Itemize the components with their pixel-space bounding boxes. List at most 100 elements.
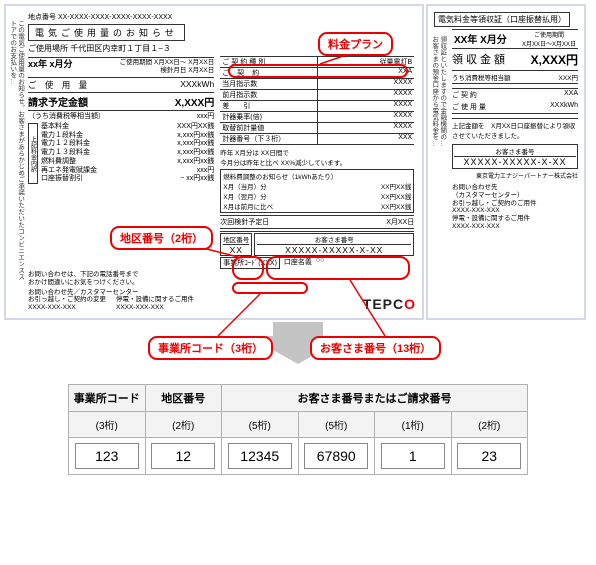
period-read-val: X月XX日 (188, 67, 214, 74)
breakdown-line: 口座振替割引− xx円xx銭 (41, 175, 214, 184)
reading-meter: 計器番号（下３桁） (220, 134, 318, 144)
bill-right: 電気料金等領収証（口座振替払用） お客さまの預金口座から電気料金を… 領収証とい… (426, 4, 586, 320)
r-inquiry-title: お問い合わせ先 （カスタマーセンター） (452, 184, 578, 200)
sub-2: (5桁) (222, 411, 299, 437)
tax-note: （うち消費税等相当額） (28, 111, 105, 121)
district-cell: 地区番号 XX (220, 233, 252, 256)
r-inquiry-b: 停電・設備に関するご用件 XXXX-XXX-XXX (452, 215, 578, 231)
callout-office: 事業所コード（3桁） (148, 336, 273, 360)
breakdown-line: 電力１３段料金x,xxx円xx銭 (41, 149, 214, 158)
usage-value: XXXkWh (180, 79, 214, 91)
r-contract-val: XXA (564, 90, 578, 100)
input-office[interactable] (75, 443, 139, 469)
customer-value: XXXXX-XXXXX-X-XX (257, 245, 411, 255)
reading-mult: 計器乗率(倍) (220, 112, 318, 122)
r-inquiry-a: お引っ越し・ご契約のご用件 XXXX-XXX-XXX (452, 200, 578, 216)
reading-val-0: XXXX (318, 79, 415, 89)
r-note: 上記金額を X月XX日口座振替により領収させていただきました。 (452, 118, 578, 140)
reading-instr: 取替前計量値 (220, 123, 318, 133)
r-cust-label: お客さま番号 (454, 146, 576, 157)
point-number-label: 地点番号 (28, 14, 56, 21)
bill-label: 請求予定金額 (28, 94, 88, 109)
address-value: 千代田区内幸町１丁目１−３ (70, 44, 171, 53)
fuel-row: X月（当月）分XX円XX銭 (223, 181, 411, 191)
next-read-value: X月XX日 (386, 217, 414, 227)
r-tax-value: XXX円 (558, 72, 578, 82)
bill-value: X,XXX円 (175, 94, 214, 109)
breakdown-line: 燃料費調整x,xxx円xx銭 (41, 158, 214, 167)
sub-1: (2桁) (145, 411, 222, 437)
district-label: 地区番号 (223, 234, 249, 245)
fuel-title: 燃料費調整のお知らせ（1kWhあたり） (223, 171, 411, 181)
period-use-label: ご使用期間 (120, 59, 153, 66)
breakdown-line: 基本料金XXX円XX銭 (41, 123, 214, 132)
r-customer-box: お客さま番号 XXXXX-XXXXX-X-XX (452, 144, 578, 169)
ring-district (232, 256, 264, 280)
fuel-row: X月（翌月）分XX円XX銭 (223, 191, 411, 201)
ring-contract-type (228, 64, 408, 78)
arrow-down (0, 336, 596, 366)
comparison-note-1: 昨年 X月分は XX日間で (220, 147, 414, 157)
r-contract-label: ご 契 約 (452, 90, 477, 100)
ring-customer (266, 256, 410, 280)
r-period-val: X月XX日〜X月XX日 (522, 39, 576, 48)
r-amount-label: 領収金額 (452, 51, 531, 68)
right-vtext-1: お客さまの預金口座から電気料金を… (430, 36, 438, 256)
tepco-text: TEPC (363, 296, 404, 312)
fuel-box: 燃料費調整のお知らせ（1kWhあたり） X月（当月）分XX円XX銭X月（翌月）分… (220, 169, 414, 213)
th-district: 地区番号 (145, 384, 222, 411)
r-company: 東京電力エナジーパートナー株式会社 (452, 171, 578, 180)
next-read-label: 次回検針予定日 (220, 217, 269, 227)
breakdown-line: 電力１２段料金x,xxx円xx銭 (41, 140, 214, 149)
r-period-label: ご使用期間 (522, 30, 576, 39)
r-month: XX年 X月分 (452, 30, 509, 48)
reading-val-5: XXX (318, 134, 415, 144)
sub-3: (5桁) (298, 411, 375, 437)
left-vertical-note: この電気ご使用量のお知らせ。お客さまがあらかじめご承諾いただいたコンビニエンスス… (8, 20, 24, 280)
inquiry-a: お引っ越し・ご契約の変更 XXXX-XXX-XXX (28, 296, 106, 312)
comparison-note-2: 今月分は昨年と比べ XX%減少しています。 (220, 157, 414, 167)
r-usage-label: ご 使 用 量 (452, 102, 486, 112)
ring-office-code (232, 282, 308, 294)
sub-5: (2桁) (451, 411, 528, 437)
reading-last-month: 前月指示数 (220, 90, 318, 100)
breakdown-title: 上記料金内訳 (28, 123, 38, 184)
left-col-b: ご契約種別 従量電灯B ご 契 約 XXA 当月指示数XXXX 前月指示数XXX… (220, 56, 414, 269)
input-table: 事業所コード 地区番号 お客さま番号またはご請求番号 (3桁) (2桁) (5桁… (68, 384, 528, 475)
r-amount-val: X,XXX円 (531, 51, 578, 68)
address-label: ご使用場所 (28, 44, 68, 53)
point-number-row: 地点番号 XX-XXXX-XXXX-XXXX-XXXX-XXXX (28, 12, 416, 22)
inquiry-b: 停電・設備に関するご用件 XXXX-XXX-XXX (116, 296, 194, 312)
callout-customer: お客さま番号（13桁） (310, 336, 441, 360)
reading-this-month: 当月指示数 (220, 79, 318, 89)
left-bill-title: 電気ご使用量のお知らせ (28, 24, 185, 41)
input-cust-4[interactable] (457, 443, 521, 469)
reading-val-3: XXXX (318, 112, 415, 122)
tepco-o: O (404, 296, 416, 312)
input-cust-1[interactable] (228, 443, 292, 469)
customer-cell: お客さま番号 XXXXX-XXXXX-X-XX (254, 233, 414, 256)
right-vtext-2: 領収証といたしますので金融機関の… (438, 36, 446, 256)
r-cust-value: XXXXX-XXXXX-X-XX (454, 157, 576, 167)
customer-label: お客さま番号 (257, 234, 411, 245)
tepco-logo: TEPCO (363, 296, 416, 312)
month-label: xx年 x月分 (28, 59, 73, 76)
sub-4: (1桁) (375, 411, 452, 437)
reading-val-2: XXXX (318, 101, 415, 111)
sub-0: (3桁) (69, 411, 146, 437)
th-customer: お客さま番号またはご請求番号 (222, 384, 528, 411)
tax-value: xxx円 (197, 111, 215, 121)
reading-val-1: XXXX (318, 90, 415, 100)
period-read-label: 検針月日 (160, 67, 186, 74)
period-use-val: X月XX日〜 X月XX日 (154, 59, 214, 66)
callout-district: 地区番号（2桁） (110, 226, 213, 250)
input-cust-2[interactable] (304, 443, 368, 469)
usage-label: ご 使 用 量 (28, 79, 90, 91)
reading-diff: 差 引 (220, 101, 318, 111)
callout-plan: 料金プラン (318, 32, 393, 56)
input-district[interactable] (151, 443, 215, 469)
fuel-row: X月は前月に比べXX円XX銭 (223, 201, 411, 211)
input-cust-3[interactable] (381, 443, 445, 469)
reading-val-4: XXXX (318, 123, 415, 133)
r-tax-label: うち消費税等相当額 (452, 72, 511, 82)
